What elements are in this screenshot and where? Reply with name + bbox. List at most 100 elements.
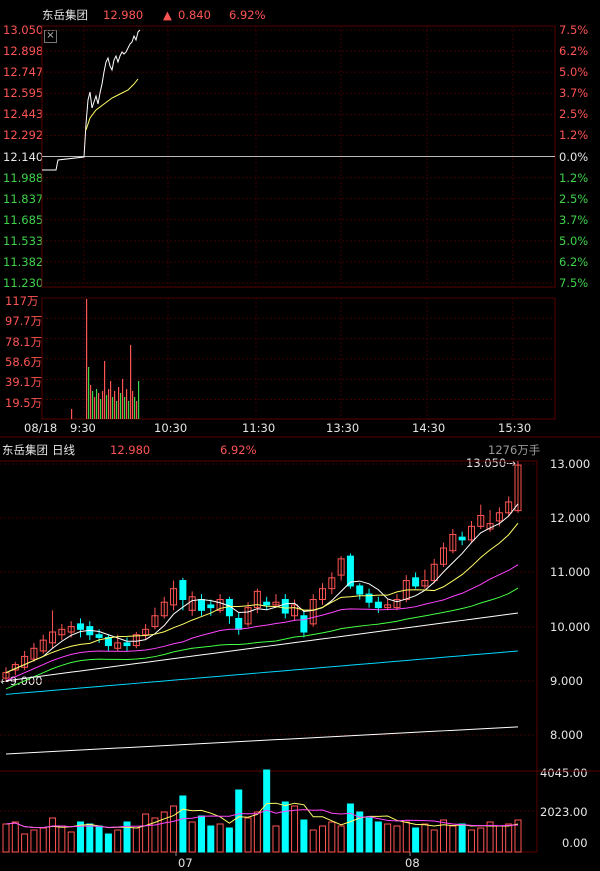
daily-volume-bar bbox=[505, 823, 513, 853]
candle-up bbox=[67, 626, 75, 633]
price-axis-label: 11.533 bbox=[3, 233, 44, 248]
daily-volume-bar bbox=[142, 813, 150, 853]
daily-volume-bar bbox=[76, 821, 84, 853]
candle-down bbox=[95, 634, 103, 638]
pct-axis-label: 5.0% bbox=[559, 233, 589, 248]
daily-volume-bar bbox=[30, 829, 38, 853]
candle-up bbox=[132, 634, 140, 647]
month-axis-label: 08 bbox=[405, 856, 420, 870]
candle-up bbox=[21, 655, 29, 668]
candle-up bbox=[170, 588, 178, 606]
daily-volume-bar bbox=[114, 829, 122, 853]
candle-down bbox=[76, 623, 84, 630]
candle-down bbox=[235, 617, 243, 630]
high-price-marker: 13.050→ bbox=[466, 456, 516, 470]
intraday-volume-bar bbox=[124, 397, 126, 419]
daily-volume-bar bbox=[449, 825, 457, 853]
daily-volume-note: 1276万手 bbox=[488, 443, 541, 457]
daily-volume-bar bbox=[132, 827, 140, 853]
daily-volume-bar bbox=[421, 823, 429, 853]
candle-up bbox=[328, 577, 336, 590]
intraday-volume-bar bbox=[110, 381, 112, 419]
daily-volume-axis-label: 0.00 bbox=[562, 836, 588, 850]
daily-volume-bar bbox=[67, 831, 75, 853]
daily-price-axis-label: 9.000 bbox=[550, 674, 583, 688]
daily-volume-bar bbox=[458, 823, 466, 853]
daily-volume-bar bbox=[393, 825, 401, 853]
candle-up bbox=[291, 604, 299, 617]
pct-axis-label: 2.5% bbox=[559, 191, 589, 206]
candle-down bbox=[207, 604, 215, 609]
daily-volume-bar bbox=[272, 825, 280, 853]
intraday-volume-bar bbox=[136, 401, 138, 419]
daily-price: 12.980 bbox=[110, 443, 151, 457]
intraday-volume-bar bbox=[90, 385, 92, 419]
daily-volume-bar bbox=[477, 827, 485, 853]
candle-down bbox=[346, 555, 354, 587]
daily-volume-bar bbox=[430, 829, 438, 853]
daily-volume-bar bbox=[356, 811, 364, 853]
daily-period-label[interactable]: 日线 bbox=[52, 443, 75, 457]
daily-volume-bar bbox=[86, 823, 94, 853]
daily-price-axis-label: 11.000 bbox=[550, 565, 591, 579]
intraday-volume-bar bbox=[92, 391, 94, 419]
daily-volume-bar bbox=[495, 825, 503, 853]
pct-axis-label: 3.7% bbox=[559, 212, 589, 227]
time-axis-label: 13:30 bbox=[326, 421, 360, 435]
intraday-volume-bar bbox=[88, 367, 90, 419]
price-axis-label: 13.050 bbox=[3, 23, 44, 37]
daily-price-axis-label: 8.000 bbox=[550, 728, 583, 742]
volume-axis-label: 19.5万 bbox=[5, 395, 43, 410]
daily-volume-bar bbox=[21, 833, 29, 853]
daily-volume-bar bbox=[384, 823, 392, 853]
daily-volume-bar bbox=[328, 821, 336, 853]
intraday-volume-bar bbox=[106, 395, 108, 419]
pct-axis-label: 5.0% bbox=[559, 65, 589, 80]
price-axis-label: 12.595 bbox=[3, 86, 44, 101]
daily-volume-bar bbox=[235, 789, 243, 853]
candle-up bbox=[337, 558, 345, 576]
candle-down bbox=[263, 601, 271, 606]
daily-stock-name: 东岳集团 bbox=[2, 443, 48, 457]
candle-up bbox=[495, 512, 503, 522]
intraday-volume-bar bbox=[126, 389, 128, 419]
daily-price-axis-label: 12.000 bbox=[550, 511, 591, 525]
ma10-line bbox=[5, 522, 519, 674]
daily-volume-bar bbox=[179, 795, 187, 853]
candle-up bbox=[384, 604, 392, 609]
pct-axis-label: 6.2% bbox=[559, 44, 589, 59]
candle-up bbox=[160, 601, 168, 617]
volume-axis-label: 97.7万 bbox=[5, 314, 43, 329]
intraday-volume-bar bbox=[130, 345, 132, 419]
intraday-price-line bbox=[42, 29, 141, 171]
time-axis-label: 9:30 bbox=[70, 421, 96, 435]
daily-volume-bar bbox=[225, 827, 233, 853]
daily-volume-axis-label: 4045.00 bbox=[540, 766, 588, 780]
candle-up bbox=[39, 639, 47, 652]
ma5-line bbox=[5, 503, 519, 674]
candle-up bbox=[393, 599, 401, 609]
daily-volume-bar bbox=[346, 803, 354, 853]
candle-down bbox=[179, 580, 187, 601]
daily-volume-bar bbox=[514, 819, 522, 853]
volume-axis-label: 58.6万 bbox=[5, 354, 43, 369]
candle-up bbox=[319, 588, 327, 600]
daily-price-axis-label: 10.000 bbox=[550, 620, 591, 634]
ma120-line bbox=[5, 650, 519, 695]
candle-up bbox=[449, 533, 457, 552]
candle-up bbox=[514, 464, 522, 512]
intraday-volume-bar bbox=[120, 393, 122, 419]
pct-axis-label: 3.7% bbox=[559, 86, 589, 101]
candle-down bbox=[458, 536, 466, 541]
daily-volume-axis-label: 2023.00 bbox=[540, 805, 588, 819]
intraday-volume-bar bbox=[104, 361, 106, 419]
daily-volume-bar bbox=[49, 817, 57, 853]
intraday-volume-bar bbox=[132, 391, 134, 419]
daily-volume-bar bbox=[216, 823, 224, 853]
candle-up bbox=[244, 607, 252, 625]
daily-volume-bar bbox=[170, 805, 178, 853]
pct-axis-label: 2.5% bbox=[559, 107, 589, 122]
candle-up bbox=[467, 525, 475, 541]
ma60-line bbox=[5, 612, 519, 682]
